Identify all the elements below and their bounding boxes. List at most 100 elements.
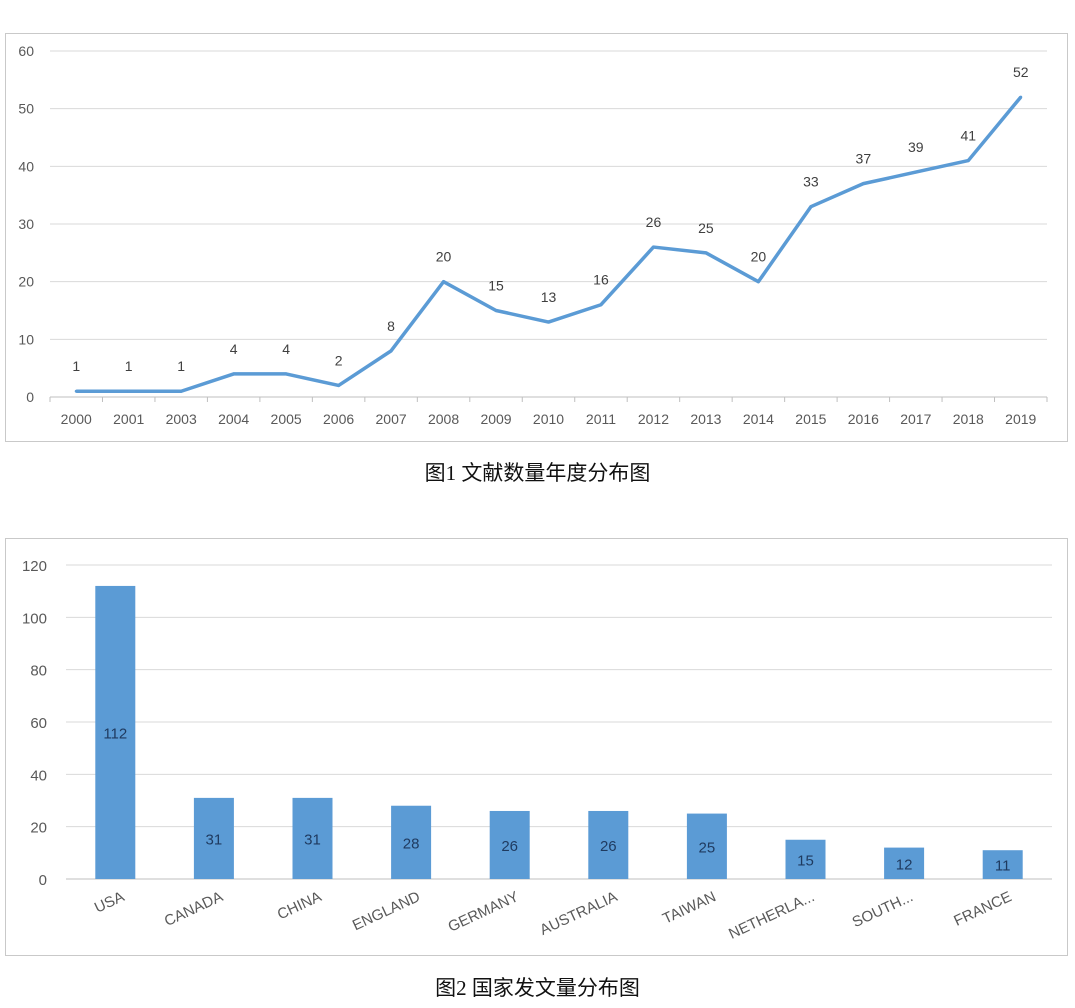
data-point: [1019, 95, 1023, 99]
bar: [193, 797, 234, 879]
data-label: 4: [282, 341, 290, 357]
bar-value-label: 26: [600, 838, 617, 855]
data-label: 25: [698, 220, 714, 236]
data-point: [389, 349, 393, 353]
x-tick-label: NETHERLA...: [726, 888, 817, 943]
data-point: [966, 159, 970, 163]
x-tick-label: 2012: [638, 411, 669, 427]
data-label: 33: [803, 174, 819, 190]
data-point: [756, 280, 760, 284]
data-label: 26: [646, 214, 662, 230]
y-tick-label: 20: [30, 820, 47, 837]
bar-value-label: 11: [995, 858, 1011, 875]
x-tick-label: 2019: [1005, 411, 1036, 427]
x-tick-label: 2007: [376, 411, 407, 427]
x-tick-label: 2008: [428, 411, 459, 427]
x-tick-label: USA: [92, 888, 127, 916]
bar: [95, 585, 136, 879]
y-tick-label: 80: [30, 663, 47, 680]
data-point: [74, 389, 78, 393]
x-tick-label: 2010: [533, 411, 564, 427]
x-tick-label: FRANCE: [951, 888, 1014, 929]
data-label: 20: [436, 249, 452, 265]
y-tick-label: 60: [18, 43, 34, 59]
x-tick-label: SOUTH...: [850, 888, 916, 931]
x-tick-label: AUSTRALIA: [537, 888, 620, 939]
bar-value-label: 15: [797, 852, 814, 869]
y-tick-label: 0: [39, 872, 47, 889]
data-point: [704, 251, 708, 255]
x-tick-label: CANADA: [162, 888, 226, 930]
data-label: 2: [335, 352, 343, 368]
data-label: 1: [72, 358, 80, 374]
line-chart-frame: [5, 33, 1068, 442]
data-label: 16: [593, 272, 609, 288]
bar: [686, 813, 727, 879]
x-tick-label: 2015: [795, 411, 826, 427]
bar-value-label: 112: [103, 725, 127, 742]
data-label: 37: [856, 151, 872, 167]
x-tick-label: 2018: [953, 411, 984, 427]
x-tick-label: 2016: [848, 411, 879, 427]
data-point: [861, 182, 865, 186]
bar: [489, 810, 530, 879]
bar: [982, 850, 1023, 879]
data-point: [914, 170, 918, 174]
data-point: [651, 245, 655, 249]
x-tick-label: 2003: [166, 411, 197, 427]
data-point: [127, 389, 131, 393]
bar-chart-caption: 图2 国家发文量分布图: [435, 976, 640, 1000]
data-label: 20: [751, 249, 767, 265]
x-tick-label: 2006: [323, 411, 354, 427]
data-point: [809, 205, 813, 209]
data-label: 52: [1013, 64, 1029, 80]
bar: [292, 797, 333, 879]
x-tick-label: 2013: [690, 411, 721, 427]
bar-value-label: 31: [206, 831, 223, 848]
data-point: [232, 372, 236, 376]
data-point: [179, 389, 183, 393]
x-tick-label: GERMANY: [445, 888, 521, 935]
data-point: [442, 280, 446, 284]
y-tick-label: 40: [30, 767, 47, 784]
data-label: 4: [230, 341, 238, 357]
data-point: [337, 383, 341, 387]
data-label: 1: [125, 358, 133, 374]
y-tick-label: 10: [18, 331, 34, 347]
y-tick-label: 20: [18, 274, 34, 290]
bar-value-label: 31: [304, 831, 321, 848]
bar: [785, 839, 826, 879]
x-tick-label: 2001: [113, 411, 144, 427]
data-point: [284, 372, 288, 376]
y-tick-label: 120: [22, 558, 47, 575]
x-tick-label: TAIWAN: [660, 888, 719, 927]
bar-value-label: 26: [501, 838, 518, 855]
bar-value-label: 28: [403, 835, 420, 852]
data-label: 1: [177, 358, 185, 374]
bar-chart-frame: [5, 538, 1068, 956]
bar: [588, 810, 629, 879]
y-tick-label: 100: [22, 610, 47, 627]
line-chart-caption: 图1 文献数量年度分布图: [424, 461, 651, 485]
data-label: 15: [488, 278, 504, 294]
x-tick-label: 2005: [271, 411, 302, 427]
x-tick-label: 2000: [61, 411, 92, 427]
data-label: 8: [387, 318, 395, 334]
y-tick-label: 60: [30, 715, 47, 732]
data-label: 41: [961, 128, 977, 144]
x-tick-label: 2011: [586, 411, 616, 427]
x-tick-label: CHINA: [275, 888, 324, 923]
bar: [391, 805, 432, 879]
x-tick-label: 2014: [743, 411, 774, 427]
x-tick-label: ENGLAND: [350, 888, 423, 934]
data-point: [599, 303, 603, 307]
data-point: [547, 320, 550, 324]
data-label: 13: [541, 289, 557, 305]
bar: [884, 847, 925, 879]
x-tick-label: 2017: [900, 411, 931, 427]
bar-value-label: 25: [699, 839, 716, 856]
data-point: [494, 309, 498, 312]
bar-value-label: 12: [896, 856, 913, 873]
x-tick-label: 2004: [218, 411, 249, 427]
